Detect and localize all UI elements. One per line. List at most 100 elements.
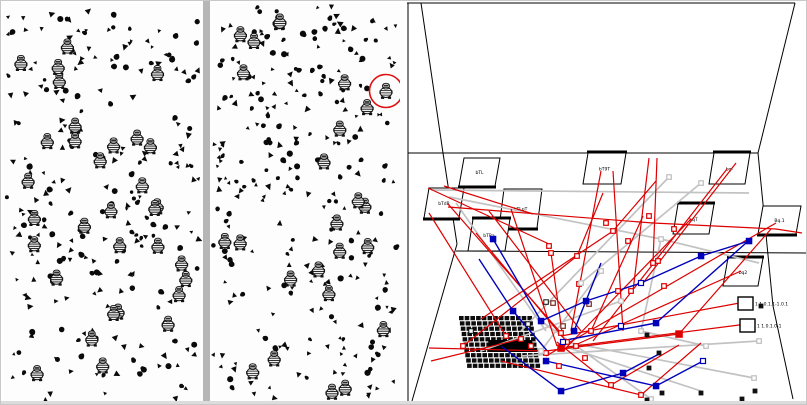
retina-cell: [459, 321, 465, 326]
retina-cell: [471, 353, 476, 358]
agent-icon[interactable]: [40, 133, 55, 150]
red-node: [574, 253, 580, 259]
food-dot: [187, 125, 193, 132]
food-dot: [9, 159, 16, 165]
food-dot: [366, 392, 372, 398]
retina-cell: [476, 353, 482, 358]
blue-node: [699, 357, 707, 365]
inhibitory-edge: [700, 240, 750, 257]
food-dot: [232, 292, 238, 298]
food-dot: [389, 62, 395, 69]
agent-icon[interactable]: [84, 330, 99, 348]
agent-icon[interactable]: [135, 177, 150, 194]
food-dot: [296, 67, 302, 73]
excitatory-edge: [652, 222, 777, 230]
agent-icon[interactable]: [95, 357, 110, 374]
food-dot: [377, 113, 381, 117]
food-dot: [337, 174, 343, 180]
food-dot: [215, 164, 220, 169]
retina-cell: [490, 331, 495, 337]
agent-icon[interactable]: [178, 271, 193, 288]
food-dot: [231, 99, 238, 107]
neuron-box-label: Bq.1: [774, 218, 784, 224]
food-dot: [140, 366, 147, 373]
agent-icon[interactable]: [130, 129, 145, 147]
food-dot: [42, 78, 47, 82]
food-dot: [342, 39, 346, 43]
panel-divider[interactable]: [203, 1, 210, 404]
agent-icon[interactable]: [267, 350, 282, 367]
retina-cell: [488, 353, 493, 358]
agent-icon[interactable]: [245, 363, 260, 380]
food-dot: [303, 262, 310, 269]
retina-cell: [496, 337, 502, 342]
agent-icon[interactable]: [332, 242, 347, 260]
network-panel[interactable]: bTL bT9T bq-bTdR bTLpT bTRa bqT Bq.1 bq2 1 1.0.…: [400, 1, 806, 403]
agent-icon[interactable]: [52, 72, 67, 90]
agent-icon[interactable]: [316, 153, 332, 170]
agent-icon[interactable]: [174, 255, 189, 272]
agent-icon[interactable]: [21, 172, 36, 190]
weak-edge: [660, 238, 760, 264]
agent-icon[interactable]: [332, 120, 347, 138]
food-dot: [266, 285, 272, 292]
food-dot: [220, 153, 225, 158]
food-dot: [215, 206, 220, 212]
agent-icon[interactable]: [150, 65, 165, 82]
agent-icon[interactable]: [360, 238, 375, 255]
agent-icon[interactable]: [324, 383, 340, 401]
food-dot: [67, 257, 73, 263]
blue-node: [559, 338, 567, 346]
food-dot: [219, 352, 226, 359]
agent-icon[interactable]: [13, 54, 28, 72]
world-panel[interactable]: [3, 3, 400, 403]
agent-icon[interactable]: [150, 237, 165, 255]
food-dot: [58, 326, 65, 333]
agent-icon[interactable]: [217, 232, 232, 250]
world-canvas[interactable]: [3, 3, 400, 403]
food-dot: [321, 205, 326, 210]
red-node: [646, 213, 652, 219]
agent-icon[interactable]: [321, 285, 336, 302]
retina-cell: [462, 337, 468, 342]
agent-icon[interactable]: [30, 365, 45, 382]
agent-icon[interactable]: [51, 58, 66, 76]
blue-filled-node: [745, 237, 753, 245]
agent-icon[interactable]: [106, 137, 121, 154]
agent-icon[interactable]: [376, 321, 391, 338]
agent-icon[interactable]: [103, 202, 118, 219]
agent-icon[interactable]: [233, 26, 248, 43]
agent-icon[interactable]: [161, 315, 176, 333]
agent-icon[interactable]: [172, 286, 187, 303]
agent-icon[interactable]: [311, 261, 326, 278]
weak-edge: [448, 196, 662, 240]
agent-icon[interactable]: [360, 99, 375, 116]
excitatory-edge: [488, 210, 582, 332]
food-dot: [6, 73, 11, 78]
food-dot: [393, 24, 398, 29]
food-dot: [122, 44, 129, 51]
inhibitory-edge: [560, 372, 624, 392]
inhibitory-edge: [655, 360, 704, 387]
inhibitory-edge: [560, 322, 657, 342]
agent-icon[interactable]: [337, 74, 352, 91]
food-dot: [4, 195, 9, 200]
red-node: [655, 258, 661, 264]
retina-cell: [517, 326, 523, 331]
food-dot: [151, 233, 156, 238]
food-dot: [102, 236, 108, 242]
retina-cell: [501, 363, 506, 368]
retina-cell: [473, 331, 478, 337]
food-dot: [230, 366, 237, 373]
excitatory-edge: [443, 185, 534, 215]
food-dot: [162, 224, 169, 230]
agent-icon[interactable]: [338, 379, 353, 397]
agent-icon[interactable]: [246, 32, 262, 50]
retina-cell: [465, 353, 470, 358]
black-open-node: [468, 328, 474, 334]
food-dot: [287, 79, 294, 87]
food-dot: [309, 279, 314, 283]
blue-filled-node: [652, 319, 660, 327]
food-dot: [169, 55, 176, 63]
food-dot: [51, 179, 56, 184]
